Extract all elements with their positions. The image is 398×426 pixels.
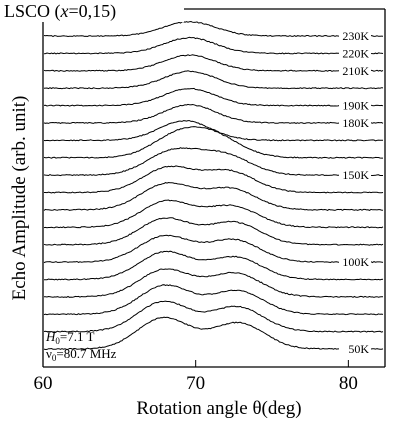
- temperature-label-100K: 100K: [342, 255, 369, 269]
- trace-line-150K: [43, 147, 383, 177]
- trace-line-row-10: [44, 165, 384, 194]
- temperature-label-background: [339, 254, 371, 269]
- chart-title-suffix: =0,15): [69, 1, 117, 22]
- temperature-label-220K: 220K: [342, 46, 369, 60]
- temperature-labels-group: 230K 220K 210K 190K 180K 150K 100K 50K: [339, 28, 371, 356]
- field-label: H0=7.1 T: [45, 329, 94, 346]
- frequency-label: ν0=80.7 MHz: [46, 346, 117, 363]
- trace-line-row-7: [43, 120, 383, 142]
- trace-line-180K: [43, 103, 384, 124]
- trace-line-row-8: [43, 126, 383, 159]
- trace-line-row-11: [43, 181, 384, 211]
- trace-line-220K: [43, 36, 384, 55]
- chart-title-prefix: LSCO (: [4, 1, 61, 22]
- trace-line-190K: [43, 87, 384, 107]
- trace-line-row-4: [43, 70, 384, 90]
- temperature-label-background: [339, 114, 371, 129]
- field-value: =7.1 T: [60, 329, 95, 344]
- title-background: [0, 0, 184, 22]
- chart-title: LSCO (x=0,15): [4, 1, 116, 22]
- x-tick-label-80: 80: [339, 373, 358, 394]
- temperature-label-180K: 180K: [342, 116, 369, 130]
- y-axis-title: Echo Amplitude (arb. unit): [9, 96, 30, 301]
- x-tick-label-60: 60: [34, 373, 53, 394]
- x-tick-labels-group: 60 70 80: [34, 373, 358, 394]
- temperature-label-50K: 50K: [348, 342, 369, 356]
- axes-frame: [42, 8, 386, 368]
- trace-line-row-15: [44, 250, 384, 281]
- temperature-label-background: [339, 341, 371, 355]
- x-axis-title: Rotation angle θ(deg): [136, 398, 301, 419]
- temperature-label-210K: 210K: [342, 64, 369, 78]
- temperature-label-190K: 190K: [342, 99, 369, 113]
- temperature-label-230K: 230K: [342, 29, 369, 43]
- temperature-label-background: [339, 97, 371, 112]
- trace-line-row-17: [43, 284, 384, 316]
- field-subscript: 0: [55, 336, 60, 346]
- field-symbol: H: [45, 329, 56, 344]
- trace-line-230K: [43, 20, 384, 38]
- traces-group: [43, 20, 384, 351]
- trace-line-100K: [43, 234, 384, 264]
- trace-line-row-16: [43, 268, 384, 298]
- temperature-label-background: [339, 28, 371, 42]
- x-tick-label-70: 70: [186, 373, 205, 394]
- chart-title-var: x: [60, 1, 69, 21]
- frequency-value: =80.7 MHz: [56, 346, 116, 361]
- temperature-label-background: [339, 167, 371, 182]
- trace-line-row-13: [43, 217, 384, 246]
- temperature-label-background: [339, 45, 371, 60]
- trace-line-row-12: [43, 199, 384, 229]
- trace-line-50K: [43, 316, 384, 351]
- frequency-subscript: 0: [52, 353, 57, 363]
- temperature-label-background: [339, 62, 371, 77]
- temperature-label-150K: 150K: [342, 168, 369, 182]
- trace-line-row-18: [43, 300, 384, 333]
- frequency-symbol: ν: [46, 346, 52, 361]
- trace-line-210K: [43, 54, 384, 72]
- x-ticks-group: [42, 360, 349, 367]
